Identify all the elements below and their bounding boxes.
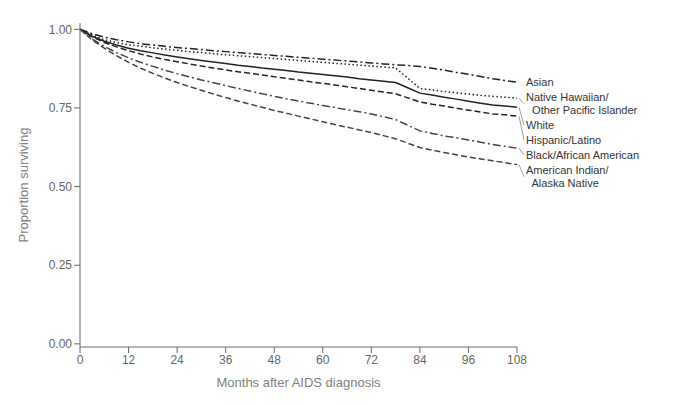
svg-text:72: 72 bbox=[365, 353, 379, 367]
svg-text:48: 48 bbox=[268, 353, 282, 367]
svg-text:Months after AIDS diagnosis: Months after AIDS diagnosis bbox=[216, 375, 381, 390]
svg-text:60: 60 bbox=[316, 353, 330, 367]
svg-text:84: 84 bbox=[413, 353, 427, 367]
svg-text:Asian: Asian bbox=[526, 76, 554, 88]
svg-text:Hispanic/Latino: Hispanic/Latino bbox=[526, 134, 601, 146]
svg-text:24: 24 bbox=[170, 353, 184, 367]
svg-text:Native Hawaiian/ Other Pacifi: Native Hawaiian/ Other Pacific Islander bbox=[526, 91, 638, 116]
svg-text:0.50: 0.50 bbox=[49, 180, 73, 194]
svg-text:White: White bbox=[526, 119, 554, 131]
svg-text:96: 96 bbox=[462, 353, 476, 367]
svg-text:0.75: 0.75 bbox=[49, 101, 73, 115]
svg-text:Proportion surviving: Proportion surviving bbox=[16, 128, 31, 243]
svg-text:0: 0 bbox=[77, 353, 84, 367]
svg-text:12: 12 bbox=[122, 353, 136, 367]
svg-text:1.00: 1.00 bbox=[49, 23, 73, 37]
svg-text:0.00: 0.00 bbox=[49, 337, 73, 351]
svg-text:36: 36 bbox=[219, 353, 233, 367]
svg-text:Black/African American: Black/African American bbox=[526, 149, 639, 161]
svg-text:108: 108 bbox=[507, 353, 527, 367]
svg-text:0.25: 0.25 bbox=[49, 258, 73, 272]
svg-text:American Indian/ Alaska Nativ: American Indian/ Alaska Native bbox=[526, 164, 609, 189]
